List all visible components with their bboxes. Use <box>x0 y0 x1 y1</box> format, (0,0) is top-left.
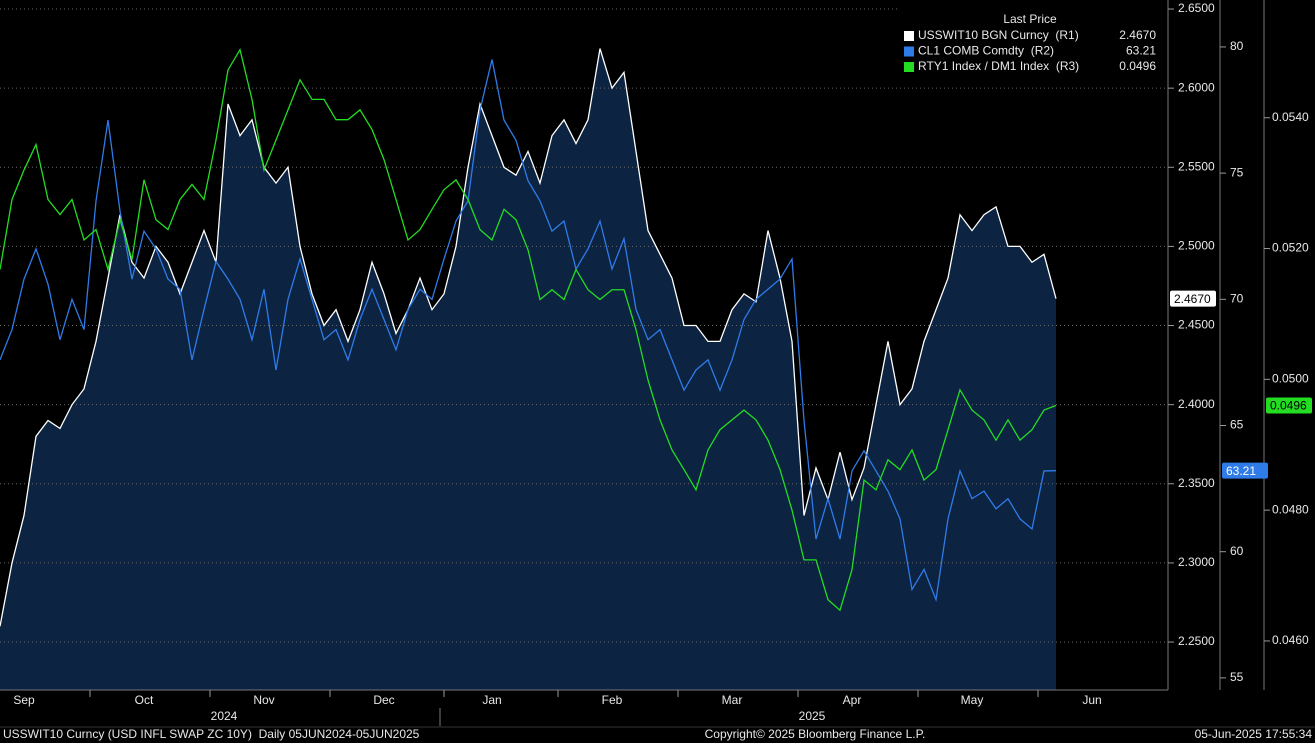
y-tick-label: 2.2500 <box>1178 634 1215 648</box>
legend-label: CL1 COMB Comdty (R2) <box>918 44 1054 58</box>
x-tick-label: Feb <box>602 693 623 707</box>
x-tick-label: Oct <box>135 693 154 707</box>
x-tick-label: Jun <box>1082 693 1101 707</box>
y2-tick-label: 75 <box>1230 165 1244 179</box>
legend-title: Last Price <box>1003 12 1057 26</box>
y2-tick-label: 80 <box>1230 39 1244 53</box>
year-label: 2025 <box>799 709 826 723</box>
line <box>0 59 1057 603</box>
y2-tick-label: 55 <box>1230 670 1244 684</box>
legend-label: RTY1 Index / DM1 Index (R3) <box>918 59 1079 73</box>
y-tick-label: 2.3000 <box>1178 555 1215 569</box>
plot-area <box>0 8 1168 691</box>
y3-tick-label: 0.0520 <box>1272 241 1309 255</box>
x-tick-label: May <box>961 693 984 707</box>
last-value-tag-label: 63.21 <box>1226 464 1256 478</box>
y3-tick-label: 0.0540 <box>1272 110 1309 124</box>
x-tick-label: Apr <box>843 693 862 707</box>
y3-tick-label: 0.0500 <box>1272 372 1309 386</box>
legend-value: 2.4670 <box>1119 28 1156 42</box>
y-tick-label: 2.4500 <box>1178 318 1215 332</box>
y2-tick-label: 65 <box>1230 418 1244 432</box>
y2-tick-label: 70 <box>1230 291 1244 305</box>
footer-center: Copyright© 2025 Bloomberg Finance L.P. <box>705 727 926 741</box>
legend-swatch <box>904 46 914 57</box>
legend-swatch <box>904 31 914 41</box>
footer-left: USSWIT10 Curncy (USD INFL SWAP ZC 10Y) D… <box>3 727 420 741</box>
y2-tick-label: 60 <box>1230 544 1244 558</box>
footer-right: 05-Jun-2025 17:55:34 <box>1195 727 1313 741</box>
y-tick-label: 2.5500 <box>1178 159 1215 173</box>
y3-tick-label: 0.0480 <box>1272 502 1309 516</box>
x-tick-label: Sep <box>13 693 35 707</box>
x-tick-label: Mar <box>722 693 743 707</box>
legend-label: USSWIT10 BGN Curncy (R1) <box>918 28 1079 42</box>
area <box>0 48 1056 691</box>
last-value-tag <box>1170 290 1216 307</box>
y-tick-label: 2.4000 <box>1178 397 1215 411</box>
x-tick-label: Nov <box>253 693 274 707</box>
line <box>0 48 1057 627</box>
line <box>0 47 1057 612</box>
year-label: 2024 <box>211 709 238 723</box>
legend-value: 0.0496 <box>1119 59 1156 73</box>
y-tick-label: 2.6000 <box>1178 80 1215 94</box>
x-tick-label: Dec <box>373 693 394 707</box>
legend-box <box>898 8 1166 78</box>
x-tick-label: Jan <box>482 693 501 707</box>
last-value-tag <box>1222 462 1268 479</box>
last-value-tag-label: 0.0496 <box>1270 399 1307 413</box>
last-value-tag-label: 2.4670 <box>1174 292 1211 306</box>
legend-value: 63.21 <box>1126 44 1156 58</box>
y-tick-label: 2.5000 <box>1178 239 1215 253</box>
last-value-tag <box>1266 397 1312 414</box>
y-tick-label: 2.3500 <box>1178 476 1215 490</box>
y-tick-label: 2.6500 <box>1178 1 1215 15</box>
legend-swatch <box>904 62 914 72</box>
y3-tick-label: 0.0460 <box>1272 633 1309 647</box>
